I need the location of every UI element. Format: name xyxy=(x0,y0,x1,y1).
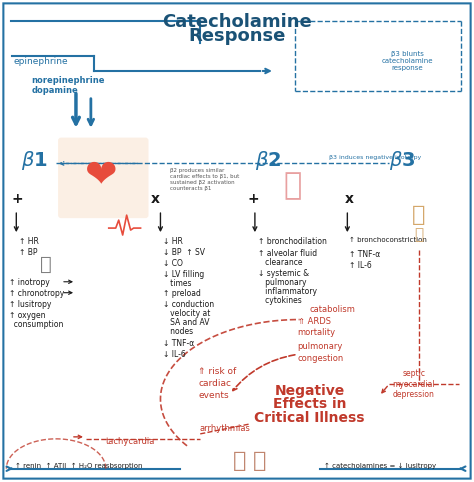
Text: times: times xyxy=(164,279,192,288)
Text: norepinephrine: norepinephrine xyxy=(31,76,105,85)
Text: 🫘: 🫘 xyxy=(412,205,426,225)
Text: ↑ TNF-α: ↑ TNF-α xyxy=(349,250,381,259)
Text: velocity at: velocity at xyxy=(164,308,211,318)
Text: congestion: congestion xyxy=(298,354,344,363)
Text: catabolism: catabolism xyxy=(310,305,356,314)
Text: x: x xyxy=(151,192,160,206)
Text: ↑ inotropy: ↑ inotropy xyxy=(9,278,50,287)
Text: mortality: mortality xyxy=(298,329,336,337)
Text: inflammatory: inflammatory xyxy=(258,287,317,296)
Text: ↑ lusitropy: ↑ lusitropy xyxy=(9,300,52,308)
Text: ↑ IL-6: ↑ IL-6 xyxy=(349,261,372,270)
Text: Negative: Negative xyxy=(274,384,345,398)
Text: nodes: nodes xyxy=(164,326,193,335)
Text: consumption: consumption xyxy=(9,320,64,329)
Text: ↓ IL-6: ↓ IL-6 xyxy=(164,350,186,360)
Text: ↑ catecholamines = ↓ lusitropy: ↑ catecholamines = ↓ lusitropy xyxy=(325,463,437,469)
Text: ↑ chronotropy: ↑ chronotropy xyxy=(9,289,64,298)
Text: +: + xyxy=(248,192,260,206)
Text: 🫘: 🫘 xyxy=(233,451,246,471)
Text: ↑ preload: ↑ preload xyxy=(164,289,201,298)
Text: ↓ TNF-α: ↓ TNF-α xyxy=(164,339,195,348)
Text: pulmonary: pulmonary xyxy=(298,342,343,351)
Text: pulmonary: pulmonary xyxy=(258,278,306,287)
Text: 🫘: 🫘 xyxy=(414,228,423,242)
Text: ↓ systemic &: ↓ systemic & xyxy=(258,269,309,278)
Text: 🫁: 🫁 xyxy=(283,171,302,200)
Text: 🫘: 🫘 xyxy=(253,451,266,471)
Text: tachycardia: tachycardia xyxy=(106,437,155,446)
Text: $\beta$2: $\beta$2 xyxy=(255,148,281,172)
FancyBboxPatch shape xyxy=(3,3,471,479)
FancyBboxPatch shape xyxy=(58,137,148,218)
Text: ↑ BP: ↑ BP xyxy=(19,248,38,257)
Text: clearance: clearance xyxy=(258,258,302,267)
Text: +: + xyxy=(11,192,23,206)
Text: Response: Response xyxy=(188,27,286,45)
Text: arrhythmias: arrhythmias xyxy=(200,424,250,433)
Text: Effects in: Effects in xyxy=(273,397,346,411)
Text: β3 induces negative inotropy: β3 induces negative inotropy xyxy=(329,156,422,161)
Text: ↓ LV filling: ↓ LV filling xyxy=(164,270,205,279)
Text: ↓ BP  ↑ SV: ↓ BP ↑ SV xyxy=(164,248,205,257)
Text: Critical Illness: Critical Illness xyxy=(255,411,365,425)
Text: $\beta$1: $\beta$1 xyxy=(21,148,48,172)
Text: $\beta$3: $\beta$3 xyxy=(389,148,416,172)
Text: cytokines: cytokines xyxy=(258,295,301,305)
Text: ↓ HR: ↓ HR xyxy=(164,237,183,246)
Text: ↑ alveolar fluid: ↑ alveolar fluid xyxy=(258,249,317,258)
Text: β3 blunts
catecholamine
response: β3 blunts catecholamine response xyxy=(381,51,433,71)
Text: SA and AV: SA and AV xyxy=(164,318,210,327)
Text: ↓ CO: ↓ CO xyxy=(164,259,183,268)
Text: ↑ bronchodilation: ↑ bronchodilation xyxy=(258,237,327,246)
Text: septic
myocardial
depression: septic myocardial depression xyxy=(392,369,435,399)
Text: ↑ bronchoconstriction: ↑ bronchoconstriction xyxy=(349,237,427,243)
Text: ❤: ❤ xyxy=(84,156,117,194)
Text: β2 produces similar
cardiac effects to β1, but
sustained β2 activation
counterac: β2 produces similar cardiac effects to β… xyxy=(170,168,240,191)
Text: dopamine: dopamine xyxy=(31,86,78,95)
Text: events: events xyxy=(198,391,229,400)
Text: Catecholamine: Catecholamine xyxy=(162,13,312,31)
Text: ↑ oxygen: ↑ oxygen xyxy=(9,310,46,320)
Text: 🩺: 🩺 xyxy=(40,255,52,274)
Text: cardiac: cardiac xyxy=(198,379,231,388)
Text: x: x xyxy=(345,192,354,206)
Text: ↑ HR: ↑ HR xyxy=(19,237,39,246)
Text: epinephrine: epinephrine xyxy=(13,57,68,66)
Text: ⇑ risk of: ⇑ risk of xyxy=(198,367,237,376)
Text: ↓ conduction: ↓ conduction xyxy=(164,300,215,308)
Text: ↑ renin  ↑ ATII  ↑ H₂O reasbsorption: ↑ renin ↑ ATII ↑ H₂O reasbsorption xyxy=(15,463,143,469)
Text: ⇑ ARDS: ⇑ ARDS xyxy=(298,317,331,325)
